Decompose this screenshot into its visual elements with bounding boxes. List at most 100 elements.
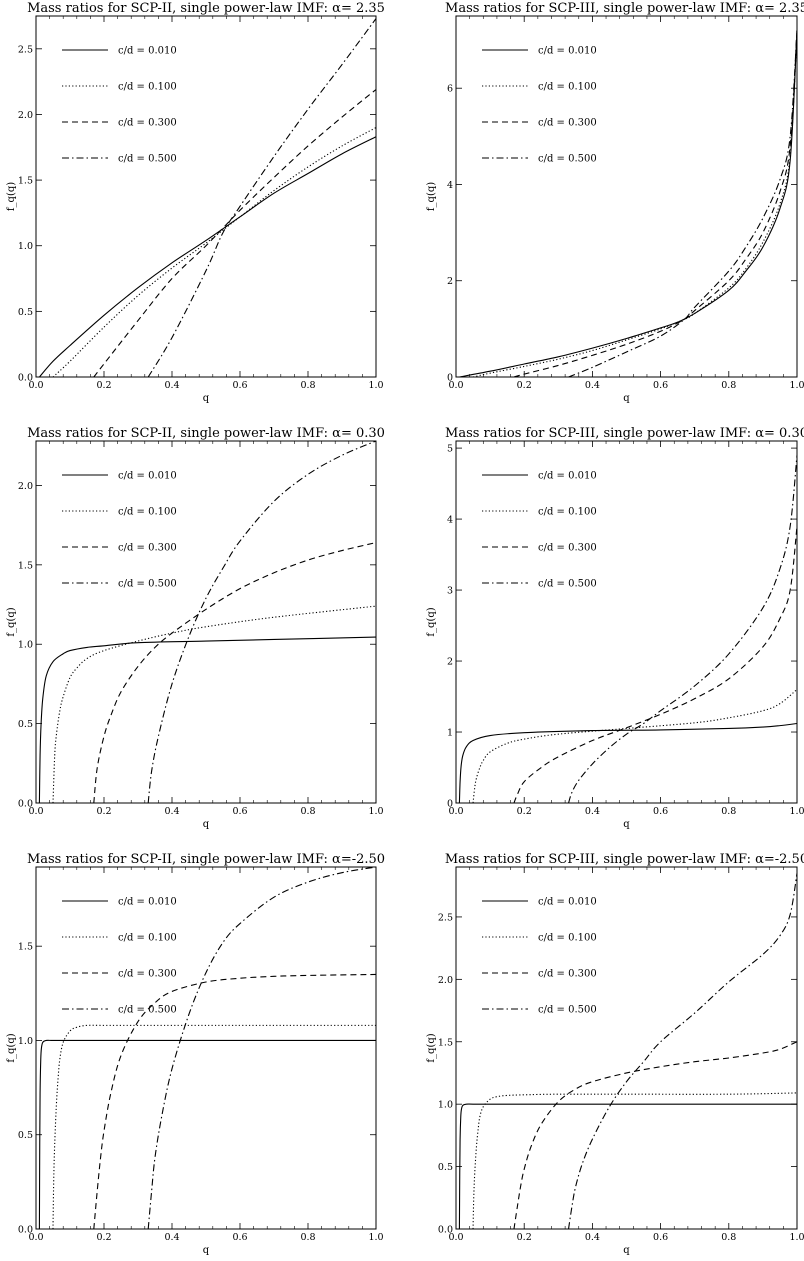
x-axis-label: q — [203, 819, 210, 830]
series-line-1 — [38, 1039, 376, 1229]
legend-label-3: c/d = 0.300 — [538, 969, 597, 980]
legend-label-1: c/d = 0.010 — [118, 471, 177, 482]
chart-title: Mass ratios for SCP-II, single power-law… — [27, 426, 385, 441]
y-axis-label: f_q(q) — [426, 182, 437, 211]
y-tick-label: 2 — [447, 657, 453, 668]
chart-panel-3: Mass ratios for SCP-II, single power-law… — [6, 426, 385, 830]
plot-frame — [35, 866, 377, 1230]
x-tick-label: 0.0 — [448, 380, 463, 391]
y-tick-label: 0.0 — [438, 1225, 453, 1236]
x-axis-label: q — [623, 819, 630, 830]
y-tick-label: 0.0 — [18, 799, 33, 810]
x-tick-label: 0.0 — [28, 1232, 43, 1243]
x-tick-label: 0.6 — [232, 1232, 247, 1243]
y-axis-label: f_q(q) — [426, 607, 437, 636]
x-tick-label: 1.0 — [789, 380, 804, 391]
chart-title: Mass ratios for SCP-III, single power-la… — [445, 426, 804, 441]
plot-frame — [455, 440, 798, 804]
y-tick-label: 1.5 — [438, 1037, 453, 1048]
series-line-1 — [458, 722, 797, 803]
legend-label-4: c/d = 0.500 — [538, 1005, 597, 1016]
chart-title: Mass ratios for SCP-III, single power-la… — [445, 1, 804, 16]
plot-frame — [455, 15, 798, 378]
plot-frame — [35, 440, 377, 804]
y-tick-label: 0.5 — [18, 1130, 33, 1141]
y-tick-label: 4 — [447, 180, 453, 191]
x-tick-label: 0.0 — [28, 380, 43, 391]
y-tick-label: 0.0 — [18, 1225, 33, 1236]
legend-label-3: c/d = 0.300 — [538, 543, 597, 554]
legend-label-1: c/d = 0.010 — [538, 897, 597, 908]
x-tick-label: 0.2 — [517, 806, 532, 817]
series-line-3 — [93, 89, 376, 377]
chart-title: Mass ratios for SCP-II, single power-law… — [27, 852, 385, 867]
legend-label-1: c/d = 0.010 — [538, 471, 597, 482]
y-tick-label: 2.5 — [18, 44, 33, 55]
y-tick-label: 1.0 — [18, 640, 33, 651]
x-tick-label: 0.8 — [721, 380, 736, 391]
legend-label-1: c/d = 0.010 — [118, 46, 177, 57]
x-tick-label: 0.8 — [300, 380, 315, 391]
x-tick-label: 1.0 — [789, 1232, 804, 1243]
legend-label-3: c/d = 0.300 — [118, 118, 177, 129]
legend-label-3: c/d = 0.300 — [118, 543, 177, 554]
series-line-2 — [52, 605, 376, 803]
x-tick-label: 0.6 — [232, 380, 247, 391]
y-tick-label: 0 — [447, 373, 453, 384]
x-tick-label: 0.6 — [653, 806, 668, 817]
legend-label-4: c/d = 0.500 — [118, 154, 177, 165]
series-line-3 — [513, 30, 797, 377]
y-axis-label: f_q(q) — [6, 182, 17, 211]
x-tick-label: 0.0 — [448, 806, 463, 817]
x-tick-label: 0.6 — [232, 806, 247, 817]
series-line-1 — [459, 30, 797, 377]
chart-panel-1: Mass ratios for SCP-II, single power-law… — [6, 1, 385, 404]
y-tick-label: 2.0 — [18, 110, 33, 121]
x-tick-label: 0.4 — [585, 1232, 600, 1243]
y-tick-label: 1.0 — [438, 1100, 453, 1111]
series-line-3 — [513, 1041, 797, 1229]
legend-label-4: c/d = 0.500 — [118, 579, 177, 590]
series-line-1 — [458, 1103, 797, 1229]
legend-label-4: c/d = 0.500 — [538, 154, 597, 165]
legend-label-3: c/d = 0.300 — [118, 969, 177, 980]
x-tick-label: 1.0 — [789, 806, 804, 817]
x-tick-label: 0.4 — [164, 1232, 179, 1243]
legend-label-2: c/d = 0.100 — [538, 507, 597, 518]
y-axis-label: f_q(q) — [6, 607, 17, 636]
legend-label-3: c/d = 0.300 — [538, 118, 597, 129]
y-tick-label: 1.0 — [18, 241, 33, 252]
y-tick-label: 2 — [447, 276, 453, 287]
y-tick-label: 3 — [447, 586, 453, 597]
x-axis-label: q — [203, 1245, 210, 1256]
legend-label-2: c/d = 0.100 — [118, 933, 177, 944]
series-line-4 — [147, 18, 376, 377]
chart-panel-6: Mass ratios for SCP-III, single power-la… — [426, 852, 804, 1256]
x-tick-label: 0.6 — [653, 1232, 668, 1243]
x-tick-label: 0.0 — [28, 806, 43, 817]
series-line-2 — [472, 1092, 797, 1229]
y-tick-label: 4 — [447, 515, 453, 526]
x-tick-label: 0.2 — [96, 380, 111, 391]
x-tick-label: 1.0 — [368, 806, 383, 817]
y-tick-label: 1.0 — [18, 1036, 33, 1047]
series-line-4 — [568, 30, 797, 377]
y-tick-label: 0.5 — [18, 307, 33, 318]
y-tick-label: 0 — [447, 799, 453, 810]
y-tick-label: 1 — [447, 728, 453, 739]
x-tick-label: 0.4 — [585, 380, 600, 391]
x-tick-label: 0.4 — [164, 380, 179, 391]
y-tick-label: 1.5 — [18, 176, 33, 187]
x-axis-label: q — [623, 1245, 630, 1256]
series-line-1 — [38, 136, 376, 377]
y-tick-label: 1.5 — [18, 560, 33, 571]
series-line-2 — [52, 1024, 376, 1229]
legend-label-2: c/d = 0.100 — [118, 82, 177, 93]
x-tick-label: 0.2 — [517, 1232, 532, 1243]
x-tick-label: 0.6 — [653, 380, 668, 391]
series-line-4 — [567, 873, 797, 1229]
plot-frame — [35, 15, 377, 378]
x-tick-label: 0.2 — [517, 380, 532, 391]
legend-label-2: c/d = 0.100 — [538, 933, 597, 944]
